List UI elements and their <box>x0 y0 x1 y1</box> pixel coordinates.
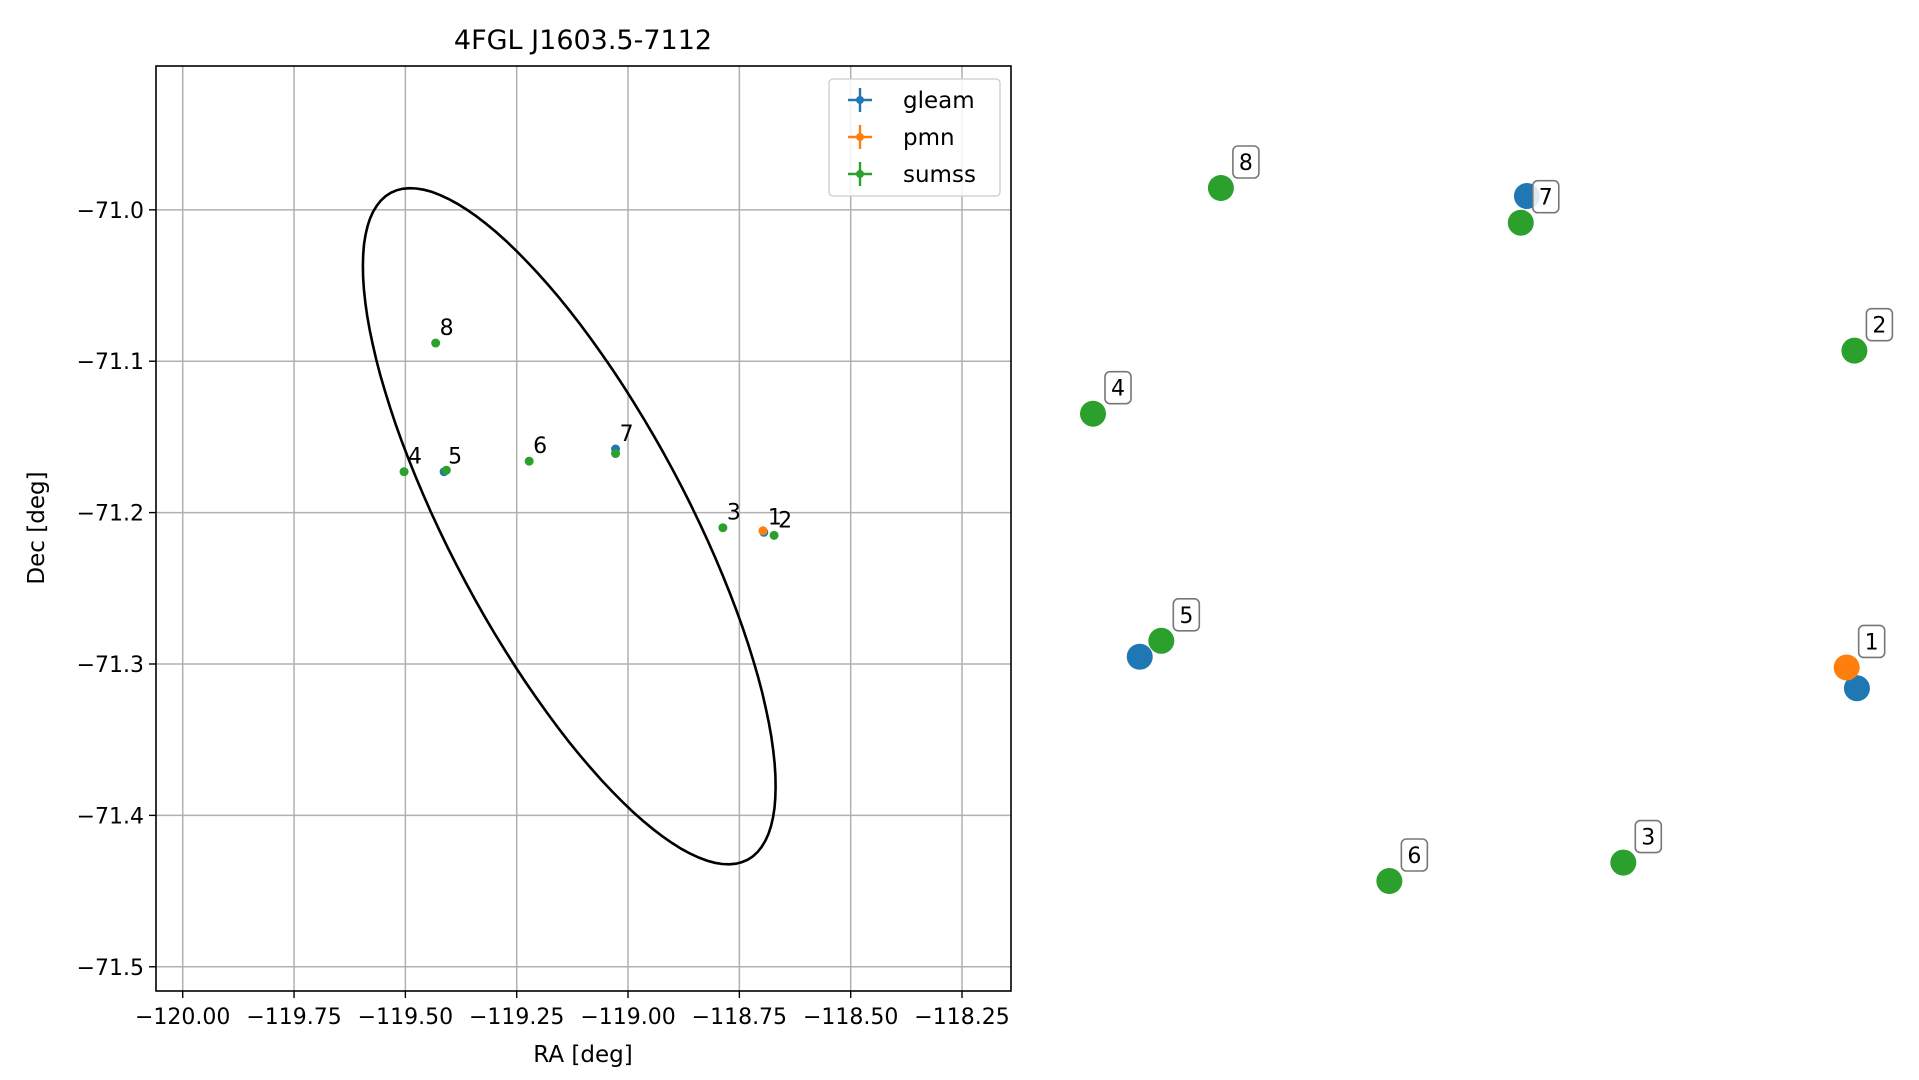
x-tick-label: −118.50 <box>803 1005 898 1030</box>
y-tick-label: −71.0 <box>77 199 144 224</box>
point-sumss <box>524 456 534 466</box>
detail-point-sumss <box>1507 209 1534 236</box>
ellipse-outline <box>361 186 777 866</box>
detail-point-sumss <box>1841 337 1868 364</box>
label-badge <box>1104 370 1132 405</box>
plot-title: 4FGL J1603.5-7112 <box>454 25 712 56</box>
label-badge <box>1232 145 1260 179</box>
point-label: 4 <box>408 445 422 470</box>
label-badge-text: 5 <box>1179 604 1193 629</box>
y-axis-label: Dec [deg] <box>24 471 50 584</box>
legend-label-pmn: pmn <box>903 125 955 151</box>
legend-items: gleam pmn sumss <box>848 88 976 188</box>
detail-point-sumss <box>1610 849 1637 876</box>
point-label: 1 <box>768 505 782 530</box>
x-tick-label: −118.25 <box>914 1005 1009 1030</box>
point-label: 2 <box>778 508 792 533</box>
detail-point-sumss <box>1148 627 1175 654</box>
point-sumss <box>441 465 451 475</box>
data-points <box>399 338 779 540</box>
x-tick-label: −119.25 <box>469 1005 564 1030</box>
point-label: 6 <box>533 434 547 459</box>
label-badge-text: 2 <box>1872 314 1886 339</box>
point-sumss <box>611 449 621 459</box>
x-tick-label: −119.75 <box>246 1005 341 1030</box>
x-tick-label: −119.00 <box>580 1005 675 1030</box>
point-label: 5 <box>448 445 462 470</box>
x-axis-label: RA [deg] <box>533 1042 632 1068</box>
label-badge <box>1634 819 1663 854</box>
label-badge <box>1865 307 1894 342</box>
plot-frame <box>155 65 1012 992</box>
legend-marker-pmn <box>856 133 864 141</box>
point-label: 3 <box>727 501 741 526</box>
label-badge <box>1531 179 1560 214</box>
point-sumss <box>399 467 409 477</box>
grid <box>156 66 1011 991</box>
detail-point-sumss <box>1207 175 1234 201</box>
x-tick-label: −120.00 <box>135 1005 230 1030</box>
point-pmn <box>758 526 768 536</box>
detail-point-gleam <box>1843 675 1870 702</box>
label-badge <box>1400 838 1429 872</box>
legend-marker-gleam <box>856 96 864 104</box>
detail-point-pmn <box>1833 654 1860 681</box>
error-ellipse <box>361 186 777 866</box>
y-tick-label: −71.5 <box>77 956 144 981</box>
x-tick-label: −118.75 <box>692 1005 787 1030</box>
legend-box <box>828 78 1001 197</box>
label-badge-text: 8 <box>1239 151 1253 176</box>
point-label: 8 <box>440 316 454 341</box>
point-labels: 1 5 7 2 3 4 6 8 <box>408 316 792 533</box>
legend-label-gleam: gleam <box>903 88 975 114</box>
detail-point-gleam <box>1126 643 1153 670</box>
label-badge-text: 1 <box>1865 630 1879 655</box>
y-tick-label: −71.2 <box>77 502 144 527</box>
label-badge-text: 3 <box>1641 826 1655 851</box>
sky-map-plot: 4FGL J1603.5-7112 1 5 7 2 3 4 6 8 −120.00 −119.7… <box>24 25 1012 1068</box>
label-badge-text: 7 <box>1539 186 1553 211</box>
y-tick-label: −71.4 <box>77 804 144 829</box>
point-sumss <box>769 530 779 540</box>
label-detail-plot: 2 3 4 5 6 7 8 1 <box>1080 145 1894 894</box>
point-sumss <box>718 523 728 533</box>
detail-point-sumss <box>1080 400 1106 427</box>
legend: gleam pmn sumss <box>828 78 1001 197</box>
axis-ticks: −120.00 −119.75 −119.50 −119.25 −119.00 −118.… <box>77 199 1010 1030</box>
label-badge-text: 6 <box>1407 844 1421 869</box>
x-tick-label: −119.50 <box>358 1005 453 1030</box>
label-badge <box>1857 624 1886 659</box>
y-tick-label: −71.1 <box>77 350 144 375</box>
detail-point-sumss <box>1376 868 1403 894</box>
point-label: 7 <box>620 422 634 447</box>
point-sumss <box>431 338 441 348</box>
y-tick-label: −71.3 <box>77 653 144 678</box>
label-badge-text: 4 <box>1111 377 1125 402</box>
label-badge <box>1172 598 1201 632</box>
legend-label-sumss: sumss <box>903 162 976 188</box>
legend-marker-sumss <box>856 170 864 178</box>
